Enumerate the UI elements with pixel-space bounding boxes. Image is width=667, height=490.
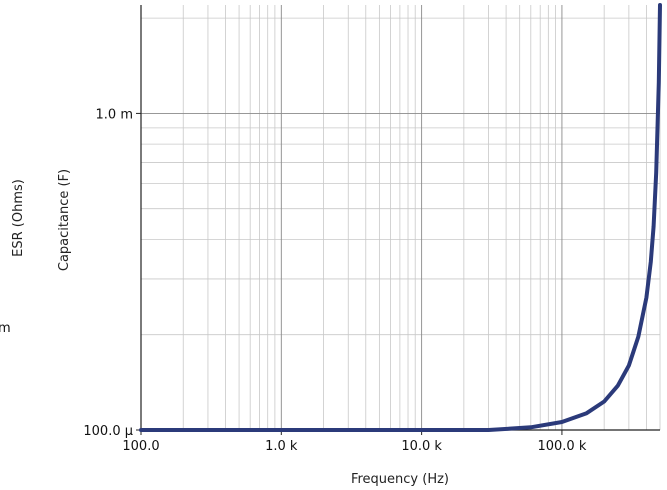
secondary-y-axis-label: ESR (Ohms) (11, 179, 26, 257)
x-tick-label: 100.0 (122, 439, 159, 454)
grid-major (140, 5, 660, 431)
x-tick-label: 10.0 k (401, 439, 442, 454)
grid-minor (141, 5, 661, 430)
y-axis-label: Capacitance (F) (57, 169, 72, 271)
secondary-y-tick-fragment: m (0, 321, 11, 336)
y-tick-label: 100.0 µ (83, 424, 133, 439)
series-layer (139, 3, 662, 432)
axis-ticks: 100.0 1.0 k 10.0 k 100.0 k 100.0 µ 1.0 m (83, 107, 586, 454)
x-axis-label: Frequency (Hz) (351, 472, 449, 487)
x-tick-label: 1.0 k (265, 439, 298, 454)
series-line (139, 3, 662, 432)
x-tick-label: 100.0 k (537, 439, 586, 454)
y-tick-label: 1.0 m (96, 107, 133, 122)
